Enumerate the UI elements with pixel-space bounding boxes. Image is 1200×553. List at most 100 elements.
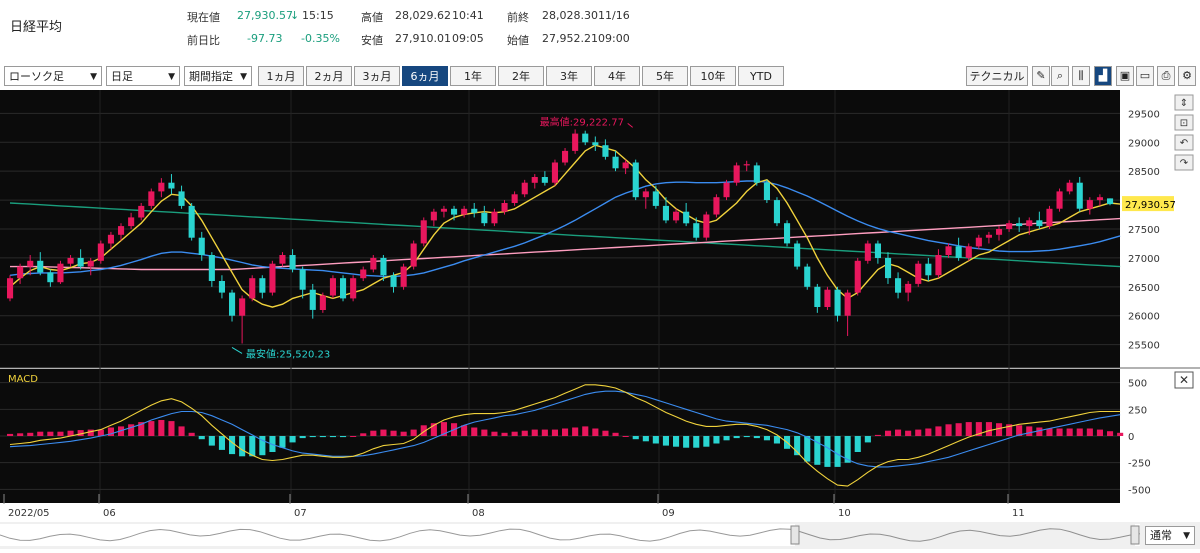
scroll-mode-value: 通常	[1150, 529, 1172, 542]
candle-body	[128, 217, 135, 227]
chart-type-value: ローソク足	[9, 70, 64, 83]
candle-body	[895, 278, 902, 293]
candle-body	[794, 243, 801, 267]
candle-icon[interactable]: ⫼	[1072, 66, 1090, 86]
low-value: 27,910.01	[395, 32, 451, 45]
candle-body	[834, 289, 841, 316]
macd-histogram-bar	[410, 429, 417, 436]
candle-body	[996, 229, 1003, 235]
macd-histogram-bar	[562, 428, 569, 436]
draw-pen-icon[interactable]: ✎	[1032, 66, 1050, 86]
candle-body	[319, 295, 326, 310]
candle-body	[390, 275, 397, 287]
candle-body	[602, 145, 609, 157]
candle-body	[955, 246, 962, 258]
macd-histogram-bar	[1046, 428, 1053, 436]
candle-body	[874, 243, 881, 258]
candle-body	[299, 269, 306, 290]
macd-histogram-bar	[602, 430, 609, 436]
redo-icon[interactable]	[1174, 154, 1194, 171]
current-price-tag	[1122, 196, 1174, 212]
dropdown-arrow-icon: ▼	[90, 72, 97, 82]
range-handle-right[interactable]	[1130, 525, 1140, 545]
candle-body	[57, 263, 64, 283]
save-icon[interactable]: ▣	[1116, 66, 1134, 86]
range-window[interactable]	[795, 524, 1135, 546]
price-tick-label: 27000	[1128, 254, 1160, 265]
macd-histogram-bar	[975, 422, 982, 436]
candle-body	[582, 133, 589, 143]
svg-text:↶: ↶	[1180, 138, 1188, 149]
change-percent: -0.35%	[301, 32, 340, 45]
lock-icon[interactable]	[1174, 114, 1194, 131]
macd-histogram-bar	[128, 424, 135, 436]
close-macd-icon[interactable]	[1174, 371, 1194, 389]
candle-body	[673, 211, 680, 221]
macd-histogram-bar	[430, 423, 437, 436]
period-button[interactable]: 6ヵ月	[402, 66, 448, 86]
candle-body	[148, 191, 155, 206]
candle-body	[784, 223, 791, 244]
range-handle-left[interactable]	[790, 525, 800, 545]
period-button[interactable]: 2年	[498, 66, 544, 86]
moving-average-pink	[10, 217, 1121, 271]
interval-select[interactable]: 日足 ▼	[106, 66, 180, 86]
period-button[interactable]: 10年	[690, 66, 736, 86]
candle-body	[662, 205, 669, 221]
scroll-mode-select[interactable]: 通常 ▼	[1145, 526, 1195, 545]
index-name: 日経平均	[10, 20, 63, 35]
price-tick-label: 28500	[1128, 167, 1160, 178]
candle-body	[1086, 200, 1093, 209]
folder-icon[interactable]: ▭	[1136, 66, 1154, 86]
period-button[interactable]: 1ヵ月	[258, 66, 304, 86]
macd-tick-label: 0	[1128, 432, 1134, 443]
price-tick-label: 29000	[1128, 138, 1160, 149]
candle-body	[1036, 220, 1043, 227]
period-button[interactable]: 3年	[546, 66, 592, 86]
macd-histogram-bar	[400, 431, 407, 436]
macd-histogram-bar	[1006, 424, 1013, 436]
chart-type-select[interactable]: ローソク足 ▼	[4, 66, 102, 86]
technical-button[interactable]: テクニカル	[966, 66, 1028, 86]
period-button[interactable]: 4年	[594, 66, 640, 86]
annotation-leader	[627, 122, 634, 128]
period-select[interactable]: 期間指定 ▼	[184, 66, 252, 86]
candle-body	[632, 162, 639, 198]
candle-body	[410, 243, 417, 267]
range-scrollbar[interactable]: 通常 ▼	[0, 522, 1200, 549]
settings-gear-icon[interactable]: ⚙	[1178, 66, 1196, 86]
macd-histogram-bar	[905, 430, 912, 436]
date-tick-label: 06	[103, 508, 116, 519]
zoom-icon[interactable]: ⌕	[1051, 66, 1069, 86]
period-button[interactable]: 1年	[450, 66, 496, 86]
chart-area-icon[interactable]: ▟	[1094, 66, 1112, 86]
print-icon[interactable]: ⎙	[1157, 66, 1175, 86]
macd-tick-label: -500	[1128, 485, 1151, 496]
macd-histogram-bar	[1086, 428, 1093, 436]
period-button[interactable]: 5年	[642, 66, 688, 86]
candle-body	[521, 182, 528, 195]
macd-histogram-bar	[844, 436, 851, 463]
period-button[interactable]: 3ヵ月	[354, 66, 400, 86]
period-button[interactable]: YTD	[738, 66, 784, 86]
svg-text:✕: ✕	[1179, 373, 1189, 387]
period-select-value: 期間指定	[189, 70, 233, 83]
price-tick-label: 29500	[1128, 109, 1160, 120]
candle-body	[925, 263, 932, 276]
candle-body	[733, 165, 740, 183]
candle-body	[188, 205, 195, 238]
macd-histogram-bar	[662, 436, 669, 446]
dropdown-arrow-icon: ▼	[168, 72, 175, 82]
candle-body	[329, 278, 336, 296]
macd-histogram-bar	[895, 429, 902, 436]
macd-histogram-bar	[915, 429, 922, 436]
macd-histogram-bar	[481, 429, 488, 436]
open-value: 27,952.21	[542, 32, 598, 45]
price-chart[interactable]: 2550026000265002700027500280002850029000…	[0, 90, 1200, 522]
macd-tick-label: -250	[1128, 459, 1151, 470]
candle-body	[481, 212, 488, 224]
undo-icon[interactable]	[1174, 134, 1194, 151]
macd-histogram-bar	[521, 430, 528, 436]
period-button[interactable]: 2ヵ月	[306, 66, 352, 86]
zoom-fit-icon[interactable]	[1174, 94, 1194, 111]
